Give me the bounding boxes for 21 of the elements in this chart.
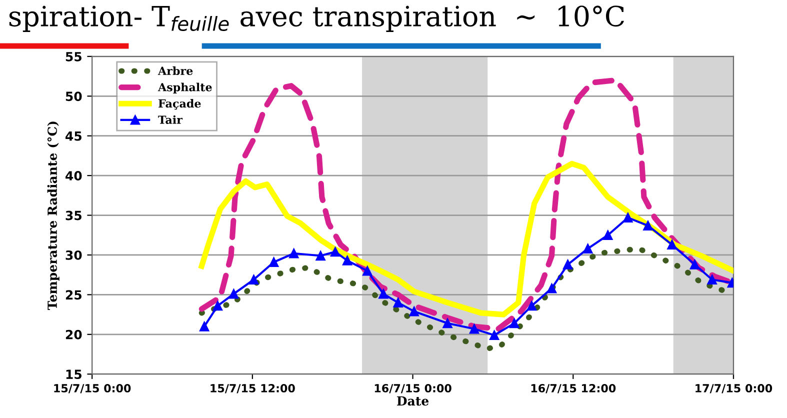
- y-tick-label: 25: [66, 290, 82, 300]
- y-tick-label: 45: [66, 131, 82, 141]
- legend-label: Façade: [158, 99, 201, 110]
- x-tick-label: 15/7/15 12:00: [210, 384, 295, 394]
- y-tick-label: 50: [66, 92, 82, 102]
- y-tick-label: 30: [66, 250, 82, 260]
- y-tick-label: 15: [66, 370, 82, 380]
- x-tick-label: 17/7/15 0:00: [696, 384, 772, 394]
- legend-label: Arbre: [158, 66, 193, 76]
- y-tick-label: 40: [66, 171, 82, 180]
- text: spiration- T$_{feuille}$ avec transpiration ~ 10°C: [9, 6, 624, 32]
- y-tick-label: 20: [66, 330, 82, 340]
- x-tick-label: 16/7/15 0:00: [374, 384, 452, 394]
- legend-label: Asphalte: [158, 82, 212, 94]
- y-tick-label: 55: [66, 52, 82, 62]
- x-tick-label: 15/7/15 0:00: [54, 384, 131, 394]
- x-axis-title: Date: [397, 396, 429, 406]
- y-axis-title: Temperature Radiante (°C): [47, 122, 60, 310]
- y-tick-label: 35: [66, 210, 82, 220]
- x-tick-label: 16/7/15 12:00: [531, 384, 616, 394]
- legend-label: Tair: [158, 115, 183, 124]
